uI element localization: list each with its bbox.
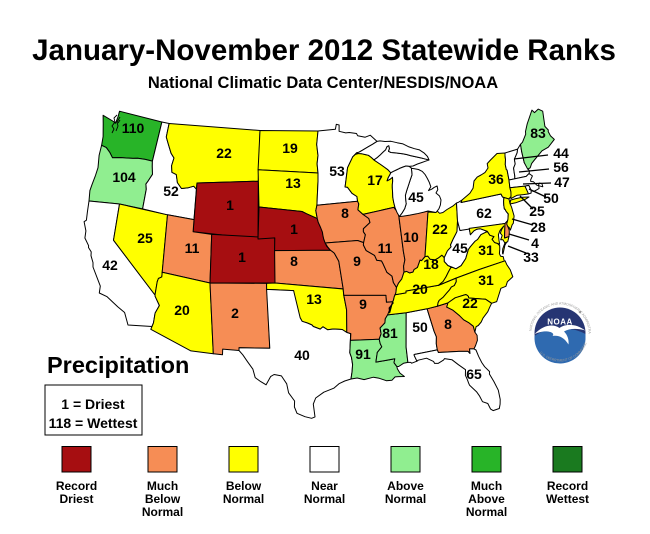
svg-text:81: 81 [382, 325, 398, 341]
svg-text:Normal: Normal [223, 492, 264, 506]
svg-text:104: 104 [112, 169, 136, 185]
svg-text:20: 20 [174, 302, 190, 318]
svg-text:18: 18 [423, 256, 439, 272]
svg-text:91: 91 [355, 346, 371, 362]
svg-text:56: 56 [553, 159, 569, 175]
svg-text:22: 22 [216, 145, 232, 161]
svg-text:40: 40 [294, 347, 310, 363]
svg-text:19: 19 [282, 140, 298, 156]
svg-text:January-November 2012 Statewid: January-November 2012 Statewide Ranks [32, 34, 616, 67]
svg-text:13: 13 [306, 291, 322, 307]
svg-text:31: 31 [478, 272, 494, 288]
svg-text:9: 9 [353, 253, 361, 269]
svg-text:11: 11 [378, 240, 393, 256]
svg-text:42: 42 [102, 257, 118, 273]
svg-text:Much: Much [147, 479, 178, 493]
svg-text:50: 50 [412, 319, 428, 335]
svg-text:Wettest: Wettest [546, 492, 589, 506]
svg-text:NOAA: NOAA [547, 318, 573, 327]
svg-text:118 = Wettest: 118 = Wettest [49, 415, 138, 431]
svg-text:1: 1 [290, 221, 298, 237]
svg-text:Normal: Normal [466, 505, 507, 519]
svg-text:8: 8 [341, 205, 349, 221]
svg-text:Precipitation: Precipitation [47, 352, 189, 378]
svg-text:28: 28 [530, 219, 546, 235]
svg-text:1: 1 [238, 249, 246, 265]
svg-text:65: 65 [466, 366, 482, 382]
svg-text:62: 62 [476, 205, 492, 221]
svg-text:8: 8 [444, 316, 452, 332]
svg-text:Much: Much [471, 479, 502, 493]
svg-text:Normal: Normal [304, 492, 345, 506]
svg-text:10: 10 [403, 229, 419, 245]
svg-text:47: 47 [554, 174, 570, 190]
svg-text:Below: Below [226, 479, 262, 493]
svg-text:33: 33 [523, 249, 539, 265]
svg-text:25: 25 [529, 203, 545, 219]
svg-text:1 = Driest: 1 = Driest [61, 396, 125, 412]
svg-text:45: 45 [452, 240, 468, 256]
svg-text:9: 9 [359, 296, 367, 312]
svg-text:Normal: Normal [385, 492, 426, 506]
svg-text:8: 8 [290, 253, 298, 269]
svg-text:17: 17 [367, 172, 383, 188]
svg-text:83: 83 [530, 125, 546, 141]
svg-text:Driest: Driest [59, 492, 93, 506]
svg-text:110: 110 [122, 120, 145, 136]
svg-text:Above: Above [387, 479, 424, 493]
svg-text:Near: Near [311, 479, 338, 493]
svg-text:Normal: Normal [142, 505, 183, 519]
svg-text:52: 52 [163, 183, 179, 199]
svg-text:Below: Below [145, 492, 181, 506]
svg-text:1: 1 [226, 197, 234, 213]
svg-text:11: 11 [185, 240, 200, 256]
svg-text:Record: Record [56, 479, 97, 493]
svg-text:Record: Record [547, 479, 588, 493]
svg-text:44: 44 [553, 145, 569, 161]
svg-text:4: 4 [531, 235, 539, 251]
svg-text:36: 36 [488, 171, 504, 187]
svg-text:2: 2 [231, 305, 239, 321]
svg-text:20: 20 [412, 281, 428, 297]
svg-text:45: 45 [408, 189, 424, 205]
svg-text:13: 13 [285, 175, 301, 191]
svg-text:22: 22 [432, 221, 448, 237]
svg-text:Above: Above [468, 492, 505, 506]
svg-text:National Climatic Data Center/: National Climatic Data Center/NESDIS/NOA… [148, 74, 498, 92]
svg-text:25: 25 [137, 230, 153, 246]
svg-text:50: 50 [543, 190, 559, 206]
svg-text:53: 53 [329, 163, 345, 179]
svg-text:22: 22 [462, 295, 478, 311]
svg-text:31: 31 [478, 242, 494, 258]
